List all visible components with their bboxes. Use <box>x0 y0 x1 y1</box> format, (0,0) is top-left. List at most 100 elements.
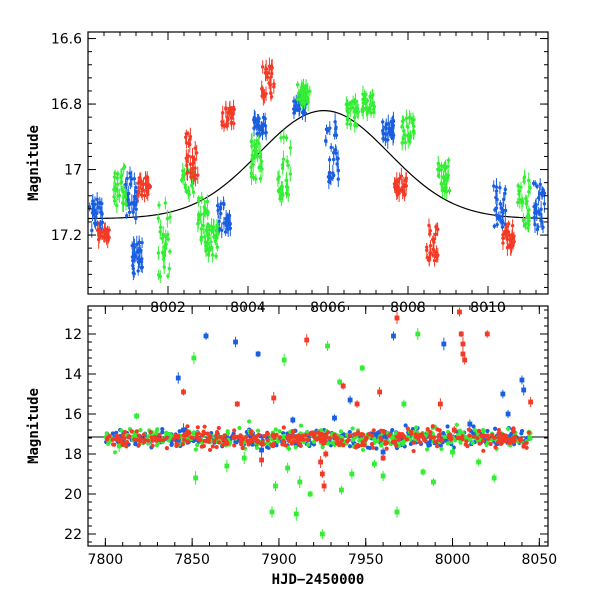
data-point <box>519 377 525 383</box>
data-point <box>125 176 129 181</box>
data-point <box>161 232 165 237</box>
data-point <box>182 437 187 442</box>
data-point <box>384 446 389 451</box>
data-point <box>284 136 289 140</box>
plot-area <box>88 57 548 283</box>
data-point <box>495 222 499 227</box>
data-point <box>345 122 349 126</box>
data-point <box>97 233 101 238</box>
data-point <box>269 75 273 79</box>
data-point <box>257 165 261 170</box>
data-point <box>457 435 462 441</box>
data-point <box>318 459 324 465</box>
data-point <box>193 146 197 150</box>
data-point <box>139 193 144 197</box>
data-point <box>437 428 442 433</box>
data-point <box>302 108 306 112</box>
data-point <box>218 207 223 211</box>
data-point <box>426 443 431 448</box>
data-point <box>241 455 247 461</box>
data-point <box>372 110 376 115</box>
data-point <box>186 190 191 194</box>
data-point <box>399 174 404 178</box>
data-point <box>397 434 402 440</box>
x-tick-label: 8000 <box>435 552 471 568</box>
data-point <box>256 154 260 158</box>
data-point <box>524 445 529 450</box>
data-point <box>327 180 331 184</box>
data-point <box>435 444 440 449</box>
data-point <box>527 435 532 440</box>
data-point <box>386 433 391 439</box>
data-point <box>164 435 169 440</box>
y-tick-label: 14 <box>64 367 82 383</box>
data-point <box>188 142 192 147</box>
data-point <box>220 123 224 127</box>
data-point <box>148 430 153 435</box>
data-point <box>501 236 505 241</box>
data-point <box>345 116 350 121</box>
x-tick-label: 8004 <box>230 300 266 316</box>
data-point <box>198 438 203 443</box>
data-point <box>189 183 194 188</box>
data-point <box>244 434 249 440</box>
data-point <box>253 149 258 154</box>
data-point <box>538 182 542 187</box>
data-point <box>269 509 275 515</box>
data-point <box>260 167 264 171</box>
data-point <box>467 421 473 427</box>
data-point <box>492 435 497 440</box>
data-point <box>192 157 197 162</box>
data-point <box>100 234 105 239</box>
data-point <box>353 445 359 450</box>
axes-frame <box>87 31 549 295</box>
data-point <box>517 436 522 441</box>
data-point <box>369 441 375 447</box>
data-point <box>164 445 170 451</box>
data-point <box>524 197 528 201</box>
data-point <box>476 428 482 433</box>
data-point <box>491 475 497 481</box>
data-point <box>394 430 399 436</box>
data-point <box>331 157 336 162</box>
data-point <box>264 67 268 71</box>
data-point <box>305 437 310 442</box>
data-point <box>206 210 210 214</box>
data-point <box>262 94 267 98</box>
data-point <box>493 208 497 212</box>
data-point <box>409 431 414 437</box>
data-point <box>326 430 331 435</box>
data-point <box>163 245 167 249</box>
blue-series <box>88 88 547 281</box>
data-point <box>210 444 215 449</box>
data-point <box>286 446 292 451</box>
data-point <box>203 207 207 211</box>
data-point <box>190 155 195 159</box>
data-point <box>400 125 404 129</box>
data-point <box>509 245 513 249</box>
data-point <box>206 252 211 257</box>
data-point <box>382 430 387 435</box>
data-point <box>232 443 237 448</box>
data-point <box>441 341 447 347</box>
data-point <box>406 124 410 129</box>
data-point <box>369 111 373 115</box>
data-point <box>96 205 100 209</box>
data-point <box>504 225 509 229</box>
data-point <box>358 432 363 438</box>
x-tick-label: 7950 <box>348 552 384 568</box>
data-point <box>186 131 190 136</box>
data-point <box>218 434 223 440</box>
data-point <box>333 148 338 152</box>
data-point <box>345 106 349 111</box>
data-point <box>112 175 117 179</box>
data-point <box>442 434 447 439</box>
data-point <box>290 433 295 438</box>
data-point <box>115 176 119 180</box>
data-point <box>157 432 162 437</box>
data-point <box>273 427 278 432</box>
data-point <box>501 241 505 245</box>
data-point <box>394 443 399 448</box>
data-point <box>143 176 148 180</box>
data-point <box>316 435 321 441</box>
